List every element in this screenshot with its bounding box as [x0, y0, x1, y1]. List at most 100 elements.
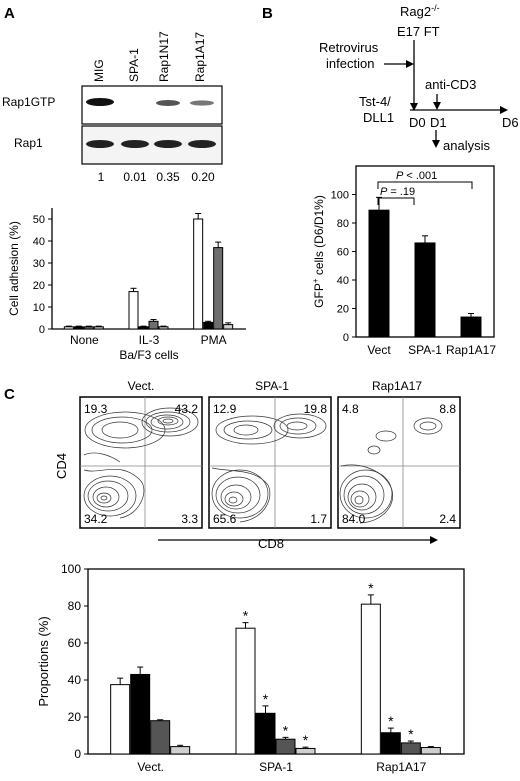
x-tick-label: SPA-1 [259, 760, 293, 774]
x-tick-label: PMA [201, 333, 227, 347]
blot-quant-value: 0.20 [191, 170, 215, 184]
quadrant-value: 65.6 [213, 512, 237, 526]
quadrant-value: 12.9 [213, 402, 237, 416]
flow-title: SPA-1 [255, 379, 289, 393]
blot-band [86, 98, 114, 106]
y-tick-label: 0 [39, 324, 45, 336]
bar [275, 738, 296, 755]
blot-lane-labels: MIG SPA-1 Rap1N17 Rap1A17 [92, 31, 207, 82]
blot-row-label-rap1gtp: Rap1GTP [2, 95, 55, 109]
blot-quant-value: 1 [98, 170, 105, 184]
scheme-day-d0: D0 [409, 115, 426, 130]
significance-star: * [243, 608, 249, 624]
y-tick-label: 50 [33, 214, 45, 226]
bar [128, 291, 139, 330]
scheme-step1: infection [326, 56, 374, 71]
y-tick-label: 40 [68, 673, 82, 687]
bar [460, 316, 482, 338]
flow-title: Rap1A17 [372, 379, 422, 393]
bar [63, 326, 74, 330]
y-tick-label: 30 [33, 258, 45, 270]
bar [110, 684, 131, 755]
x-tick-label: Vect [367, 343, 391, 357]
y-tick-label: 10 [33, 302, 45, 314]
panel-label-b: B [262, 5, 273, 22]
flow-plot-frame [208, 396, 332, 529]
chart-a-adhesion: 0 10 20 30 40 50 None IL-3 PMA Ba/F3 cells Cell ad… [7, 208, 246, 362]
flow-contours [339, 417, 443, 524]
flow-plot-frame [337, 396, 461, 529]
flow-title: Vect. [128, 379, 155, 393]
x-axis-label: Ba/F3 cells [119, 348, 178, 362]
quadrant-value: 43.2 [175, 402, 199, 416]
blot-band [156, 100, 180, 106]
quadrant-value: 19.3 [84, 402, 108, 416]
blot-band [121, 140, 149, 148]
significance-star: * [283, 722, 289, 738]
y-tick-label: 80 [68, 599, 82, 613]
blot-lane-label: SPA-1 [127, 48, 141, 82]
bar [255, 712, 276, 755]
y-tick-label: 0 [74, 747, 81, 761]
scheme-step1: Retrovirus [319, 40, 379, 55]
blot-band [154, 140, 182, 148]
y-tick-label: 0 [343, 332, 349, 344]
y-tick-label: 40 [33, 236, 45, 248]
x-tick-label: None [70, 333, 99, 347]
scheme-culture: Tst-4/ [359, 94, 391, 109]
scheme-step2: anti-CD3 [425, 77, 476, 92]
bar [213, 247, 224, 330]
bar [380, 732, 401, 755]
bar [130, 673, 151, 755]
p-value-label: P < .001 [396, 170, 437, 182]
panel-label-a: A [4, 5, 15, 22]
scheme-day-d1: D1 [430, 115, 447, 130]
y-tick-label: 20 [68, 710, 82, 724]
y-axis-label: Proportions (%) [36, 616, 51, 706]
blot-rap1-bands [86, 140, 216, 148]
quadrant-value: 19.8 [304, 402, 328, 416]
flow-titles: Vect. SPA-1 Rap1A17 [128, 379, 423, 393]
significance-star: * [368, 580, 374, 596]
quadrant-value: 3.3 [181, 512, 198, 526]
chart-b-gfp: P = .19 P < .001 0 20 40 60 80 100 Vect SPA-1 Ra… [311, 165, 496, 357]
significance-bracket [377, 181, 473, 189]
flow-contours [211, 413, 327, 523]
scheme-analysis: analysis [443, 138, 490, 153]
y-tick-label: 20 [33, 280, 45, 292]
bar [193, 218, 204, 330]
blot-row-label-rap1: Rap1 [14, 136, 43, 150]
flow-plot-spa1: 12.9 19.8 65.6 1.7 [208, 396, 332, 529]
significance-star: * [263, 691, 269, 707]
blot-quantification: 1 0.01 0.35 0.20 [98, 170, 215, 184]
quadrant-value: 4.8 [342, 402, 359, 416]
chart-c-proportions: 0 20 40 60 80 100 Vect. * * * * SPA-1 * * * Rap1A17 Prop… [36, 562, 465, 774]
bar [400, 742, 421, 755]
bar [420, 747, 441, 755]
x-tick-label: SPA-1 [408, 343, 442, 357]
y-axis-label: GFP+ cells (D6/D1%) [311, 195, 326, 308]
quadrant-value: 1.7 [310, 512, 327, 526]
blot-band [190, 100, 214, 106]
scheme-day-d6: D6 [502, 115, 519, 130]
bar [73, 326, 84, 330]
blot-rap1gtp-bands [86, 98, 214, 106]
significance-star: * [388, 713, 394, 729]
scheme-source: E17 FT [397, 24, 440, 39]
blot-band [86, 140, 114, 148]
x-tick-label: Rap1A17 [376, 760, 426, 774]
bar [138, 326, 149, 330]
bar [93, 326, 104, 330]
x-tick-label: Vect. [137, 760, 164, 774]
y-axis-label: Cell adhesion (%) [7, 221, 21, 316]
flow-plot-rap1a17: 4.8 8.8 84.0 2.4 [337, 396, 461, 529]
blot-lane-label: Rap1A17 [193, 32, 207, 82]
bar [235, 627, 256, 755]
bar [150, 720, 171, 755]
bar [223, 324, 234, 330]
quadrant-value: 2.4 [439, 512, 456, 526]
flow-plot-vect: 19.3 43.2 34.2 3.3 [79, 396, 203, 529]
y-tick-label: 60 [337, 247, 349, 259]
y-tick-label: 100 [61, 562, 81, 576]
